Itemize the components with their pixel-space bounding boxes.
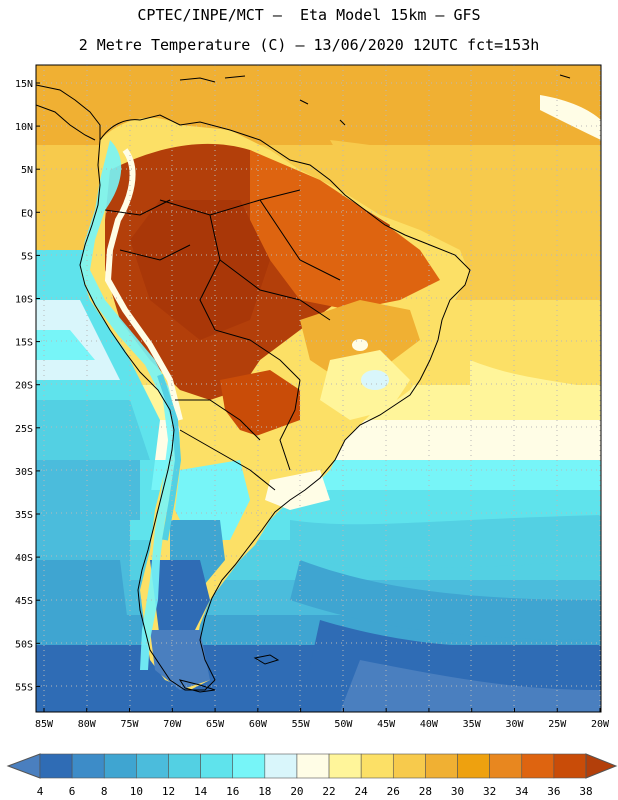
colorbar-label: 16 — [226, 785, 239, 798]
colorbar-label: 26 — [387, 785, 400, 798]
colorbar-label: 22 — [322, 785, 335, 798]
lat-label: 30S — [15, 467, 33, 478]
colorbar-label: 6 — [69, 785, 76, 798]
lon-label: 35W — [463, 719, 482, 730]
lon-label: 40W — [420, 719, 439, 730]
lat-lon-grid — [36, 65, 601, 712]
caribbean-islands — [179, 74, 571, 126]
lat-label: 25S — [15, 424, 33, 435]
lon-label: 55W — [292, 719, 311, 730]
colorbar-box — [553, 753, 587, 779]
colorbar-label: 36 — [547, 785, 560, 798]
colorbar-box — [489, 753, 523, 779]
lon-label: 30W — [505, 719, 524, 730]
lon-label: 20W — [591, 719, 610, 730]
country-borders — [104, 189, 341, 491]
lat-label: 20S — [15, 381, 33, 392]
lon-label: 85W — [35, 719, 54, 730]
colorbar-label: 12 — [162, 785, 175, 798]
colorbar-label: 34 — [515, 785, 529, 798]
lat-label: 5N — [21, 165, 33, 176]
map-title-line2: 2 Metre Temperature (C) – 13/06/2020 12U… — [78, 36, 540, 54]
south-america-coastline — [79, 114, 471, 691]
colorbar-box — [457, 753, 490, 779]
lon-label: 65W — [206, 719, 225, 730]
colorbar-high-arrow — [585, 753, 618, 779]
lon-label: 50W — [334, 719, 353, 730]
lat-label: 55S — [15, 682, 33, 693]
colorbar-box — [425, 753, 458, 779]
colorbar-box — [296, 753, 330, 779]
coastline-and-borders — [36, 74, 571, 693]
colorbar-label: 8 — [101, 785, 108, 798]
lat-label: 50S — [15, 639, 33, 650]
colorbar-label: 18 — [258, 785, 271, 798]
central-america-coastline — [36, 84, 101, 141]
colorbar-box — [328, 753, 362, 779]
colorbar-label: 20 — [290, 785, 303, 798]
lat-label: EQ — [21, 208, 33, 219]
map-title-line1: CPTEC/INPE/MCT – Eta Model 15km – GFS — [137, 6, 481, 24]
lon-label: 45W — [377, 719, 396, 730]
colorbar-label: 24 — [355, 785, 369, 798]
lat-label: 45S — [15, 596, 33, 607]
colorbar-label: 32 — [483, 785, 496, 798]
lat-label: 5S — [21, 251, 33, 262]
lat-label: 35S — [15, 510, 33, 521]
colorbar-box — [103, 753, 137, 779]
colorbar-box — [200, 753, 234, 779]
colorbar-box — [71, 753, 105, 779]
colorbar-box — [360, 753, 394, 779]
lat-label: 15N — [15, 79, 33, 90]
temperature-field — [36, 65, 601, 712]
colorbar-label: 10 — [130, 785, 143, 798]
colorbar-box — [136, 753, 169, 779]
colorbar-box — [264, 753, 298, 779]
colorbar-box — [392, 753, 426, 779]
falkland-islands — [253, 654, 280, 665]
map-frame — [35, 64, 602, 713]
colorbar-box — [39, 753, 73, 779]
lat-label: 10S — [15, 295, 33, 306]
colorbar-label: 28 — [419, 785, 432, 798]
lon-label: 70W — [163, 719, 182, 730]
lon-label: 60W — [249, 719, 268, 730]
colorbar-label: 14 — [194, 785, 208, 798]
lon-label: 25W — [548, 719, 567, 730]
lat-label: 10N — [15, 122, 33, 133]
lat-label: 15S — [15, 338, 33, 349]
colorbar — [6, 753, 618, 779]
colorbar-label: 4 — [37, 785, 44, 798]
tierra-del-fuego — [178, 679, 216, 693]
colorbar-labels: 4 6 8 10 12 14 16 18 20 22 24 26 28 30 32 34 36 38 — [37, 785, 593, 798]
colorbar-box — [168, 753, 201, 779]
latitude-labels: 15N 10N 5N EQ 5S 10S 15S 20S 25S 30S 35S 40S 45S 50S 5… — [15, 79, 40, 693]
colorbar-low-arrow — [6, 753, 41, 779]
colorbar-box — [521, 753, 555, 779]
colorbar-label: 30 — [451, 785, 464, 798]
colorbar-box — [232, 753, 266, 779]
lat-label: 40S — [15, 553, 33, 564]
lon-label: 80W — [78, 719, 97, 730]
longitude-labels: 85W 80W 75W 70W 65W 60W 55W 50W 45W 40W 35W 30W 25W 2… — [35, 708, 610, 730]
lon-label: 75W — [121, 719, 140, 730]
colorbar-label: 38 — [579, 785, 592, 798]
